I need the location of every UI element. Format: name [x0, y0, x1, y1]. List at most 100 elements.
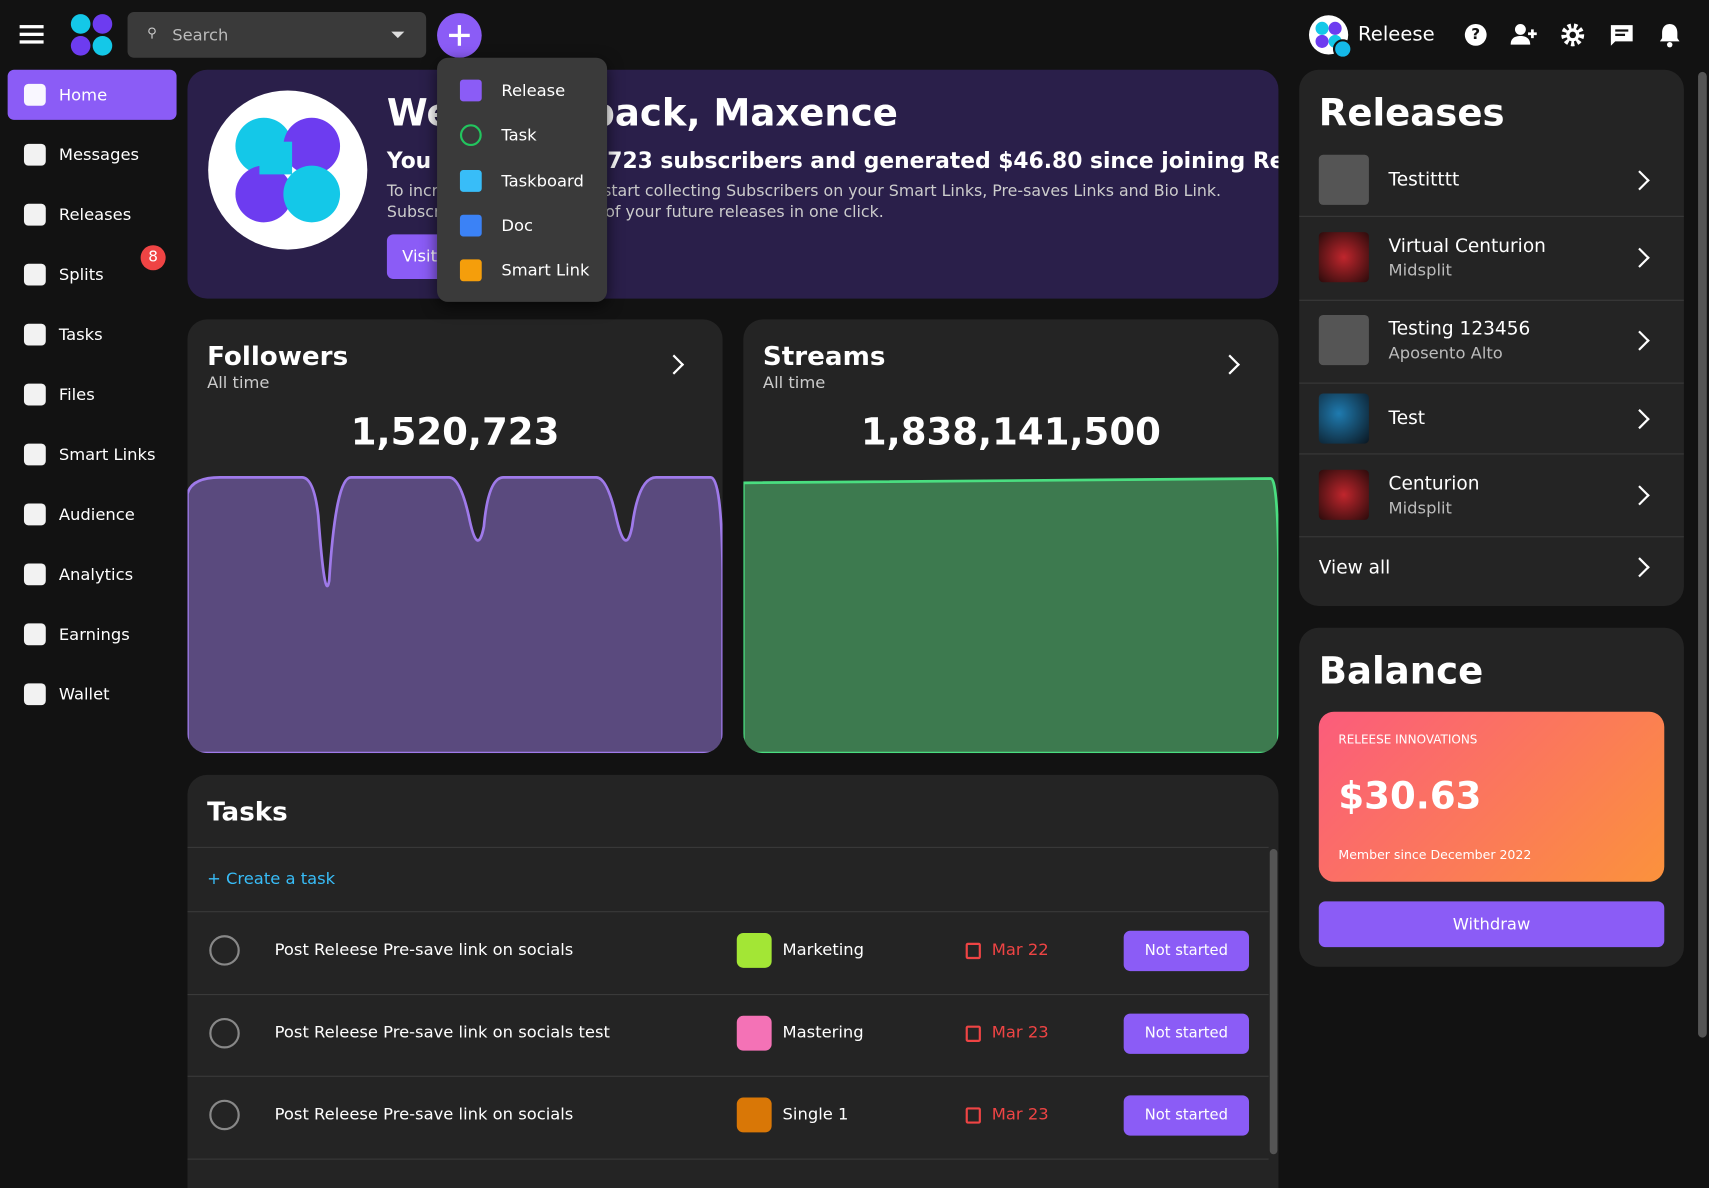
chat-icon[interactable]: [1610, 24, 1634, 48]
menu-icon: [459, 124, 482, 147]
release-chevron[interactable]: [1629, 170, 1650, 191]
welcome-card: Welcome back, Maxence You gained 1,520,7…: [187, 69, 1279, 299]
followers-link[interactable]: [664, 354, 685, 375]
balance-amount: $30.63: [1338, 774, 1482, 819]
sidebar-icon: [23, 203, 46, 226]
sidebar-item[interactable]: Wallet: [58, 684, 110, 705]
task-name[interactable]: Post Releese Pre-save link on socials te…: [274, 1021, 610, 1042]
status-button[interactable]: Not started: [1123, 930, 1250, 972]
divider: [187, 993, 1269, 995]
sidebar-item[interactable]: Home: [58, 85, 108, 105]
page-scrollbar[interactable]: [1698, 71, 1707, 1038]
sidebar-item[interactable]: Messages: [58, 144, 140, 165]
menu-item[interactable]: Release: [501, 80, 566, 101]
calendar-icon: [965, 1107, 981, 1124]
task-tag: Marketing: [782, 939, 865, 960]
divider: [1299, 299, 1684, 301]
withdraw-button[interactable]: Withdraw: [1318, 901, 1665, 948]
release-chevron[interactable]: [1629, 247, 1650, 268]
logo[interactable]: [70, 13, 114, 57]
create-button[interactable]: [437, 13, 482, 58]
search-box[interactable]: ⚲ Search: [127, 11, 427, 58]
menu-item[interactable]: Smart Link: [501, 260, 590, 281]
balance-title: Balance: [1318, 649, 1484, 694]
release-subtitle: Aposento Alto: [1388, 343, 1503, 363]
sidebar-icon: [23, 503, 46, 526]
card-label: RELEESE INNOVATIONS: [1338, 732, 1478, 747]
menu-icon: [459, 259, 482, 282]
sidebar-item[interactable]: Audience: [58, 504, 135, 525]
splits-badge: 8: [140, 245, 166, 271]
streams-chart: [743, 477, 1279, 754]
sidebar-icon: [23, 263, 46, 286]
sidebar-item[interactable]: Earnings: [58, 624, 130, 645]
search-placeholder: Search: [172, 25, 229, 45]
tag-swatch: [736, 1097, 772, 1133]
divider: [187, 911, 1269, 913]
task-name[interactable]: Post Releese Pre-save link on socials: [274, 939, 574, 960]
task-tag: Single 1: [782, 1104, 849, 1124]
status-button[interactable]: Not started: [1123, 1095, 1250, 1136]
menu-icon: [459, 79, 482, 102]
release-title[interactable]: Testitttt: [1388, 168, 1460, 191]
task-checkbox[interactable]: [209, 1099, 240, 1131]
streams-link[interactable]: [1219, 354, 1240, 375]
calendar-icon: [965, 1025, 981, 1042]
view-all[interactable]: View all: [1318, 556, 1391, 579]
add-user-icon[interactable]: [1510, 23, 1539, 47]
sidebar-item[interactable]: Analytics: [58, 564, 134, 585]
release-art: [1318, 314, 1369, 366]
status-button[interactable]: Not started: [1123, 1013, 1250, 1054]
release-art: [1318, 232, 1369, 283]
calendar-icon: [965, 942, 981, 960]
tasks-card: Tasks + Create a task Post Releese Pre-s…: [187, 774, 1279, 1188]
task-date: Mar 22: [991, 939, 1049, 960]
bell-icon[interactable]: [1659, 23, 1681, 48]
task-checkbox[interactable]: [209, 1017, 240, 1048]
sidebar-item[interactable]: Files: [58, 384, 95, 405]
release-chevron[interactable]: [1629, 485, 1650, 506]
release-subtitle: Midsplit: [1388, 498, 1452, 518]
sidebar-icon: [23, 623, 46, 646]
help-icon[interactable]: ?: [1464, 23, 1487, 46]
release-title[interactable]: Virtual Centurion: [1388, 235, 1546, 258]
divider: [1299, 215, 1684, 217]
user-avatar[interactable]: [1308, 14, 1354, 60]
streams-value: 1,838,141,500: [860, 410, 1161, 455]
menu-item[interactable]: Task: [501, 125, 537, 146]
create-task[interactable]: + Create a task: [207, 868, 336, 889]
sidebar-icon: [23, 383, 46, 406]
release-chevron[interactable]: [1629, 409, 1650, 430]
followers-subtitle: All time: [207, 372, 270, 393]
followers-value: 1,520,723: [350, 410, 560, 455]
divider: [187, 1158, 1269, 1160]
scrollbar[interactable]: [1269, 849, 1278, 1155]
menu-item[interactable]: Taskboard: [501, 170, 584, 191]
menu-button[interactable]: [19, 25, 44, 45]
release-art: [1318, 469, 1369, 520]
followers-title: Followers: [207, 341, 349, 372]
menu-icon: [459, 214, 482, 237]
task-name[interactable]: Post Releese Pre-save link on socials: [274, 1104, 574, 1124]
release-title[interactable]: Testing 123456: [1388, 318, 1531, 341]
release-title[interactable]: Test: [1388, 407, 1426, 430]
task-checkbox[interactable]: [209, 935, 240, 966]
user-name: Releese: [1358, 22, 1435, 46]
sidebar-item[interactable]: Tasks: [58, 324, 103, 345]
divider: [1299, 382, 1684, 384]
release-title[interactable]: Centurion: [1388, 473, 1480, 495]
settings-icon[interactable]: [1561, 23, 1585, 47]
tag-swatch: [736, 932, 772, 968]
release-chevron[interactable]: [1629, 330, 1650, 351]
menu-item[interactable]: Doc: [501, 215, 533, 236]
sidebar-icon: [23, 83, 46, 106]
sidebar-item[interactable]: Smart Links: [58, 444, 156, 465]
sidebar-icon: [23, 443, 46, 466]
sidebar-item[interactable]: Releases: [58, 204, 132, 225]
view-all-chevron[interactable]: [1629, 557, 1650, 578]
sidebar-item[interactable]: Splits: [58, 264, 104, 285]
tag-swatch: [736, 1015, 772, 1051]
sidebar-icon: [23, 143, 46, 166]
